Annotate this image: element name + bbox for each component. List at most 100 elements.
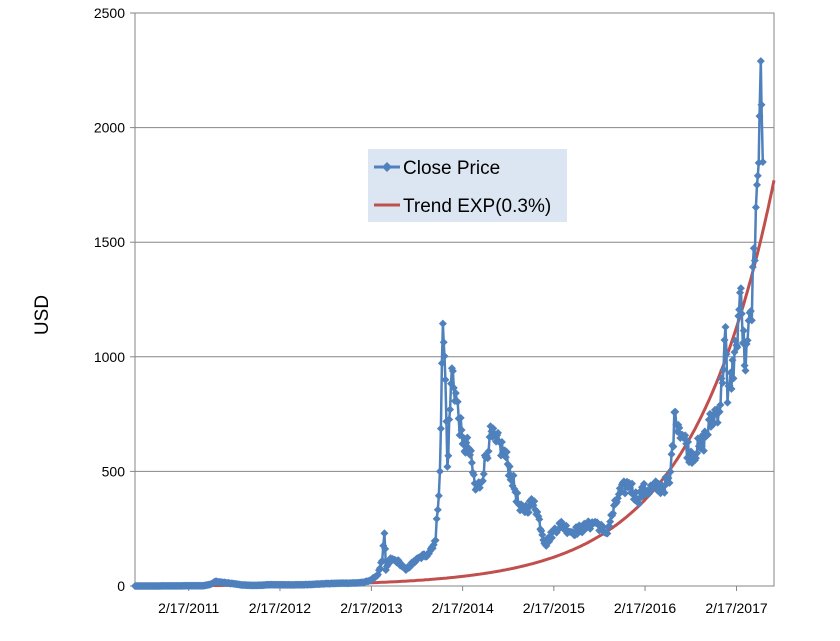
x-tick-label: 2/17/2014	[431, 600, 493, 616]
close-price-point	[719, 365, 728, 374]
y-axis-title: USD	[32, 295, 53, 335]
y-tick-label: 0	[117, 578, 125, 594]
close-price-point	[757, 100, 766, 109]
close-price-point	[437, 359, 446, 368]
close-price-point	[380, 529, 389, 538]
x-tick-label: 2/17/2015	[523, 600, 585, 616]
close-price-point	[524, 508, 533, 517]
close-price-point	[448, 367, 457, 375]
close-price-point	[443, 462, 452, 471]
close-price-point	[675, 423, 684, 432]
close-price-point	[729, 374, 738, 383]
close-price-point	[446, 405, 455, 414]
close-price-point	[530, 497, 539, 506]
close-price-point	[501, 453, 510, 462]
close-price-point	[628, 479, 636, 488]
close-price-point	[494, 428, 502, 437]
close-price-point	[606, 517, 615, 526]
close-price-point	[621, 489, 629, 498]
close-price-point	[376, 564, 384, 573]
close-price-point	[538, 530, 547, 539]
close-price-point	[716, 400, 725, 409]
close-price-point	[746, 307, 755, 315]
close-price-point	[603, 529, 612, 538]
close-price-point	[665, 478, 674, 487]
close-price-point	[513, 489, 522, 497]
close-price-point	[721, 323, 730, 331]
close-price-point	[727, 384, 736, 393]
close-price-point	[726, 368, 735, 377]
close-price-point	[440, 352, 449, 361]
close-price-point	[720, 336, 729, 344]
close-price-point	[445, 415, 454, 424]
close-price-point	[660, 488, 669, 497]
x-tick-label: 2/17/2012	[249, 600, 311, 616]
close-price-point	[737, 309, 746, 318]
close-price-point	[699, 446, 708, 455]
x-tick-label: 2/17/2013	[340, 600, 402, 616]
close-price-point	[469, 470, 478, 479]
close-price-point	[547, 533, 556, 542]
close-price-point	[722, 350, 731, 359]
close-price-point	[457, 426, 466, 434]
close-price-point	[749, 244, 758, 253]
y-tick-label: 1500	[94, 234, 125, 250]
close-price-point	[640, 479, 648, 488]
y-tick-label: 2500	[94, 5, 125, 21]
close-price-point	[756, 57, 765, 66]
close-price-point	[467, 458, 476, 467]
close-price-point	[747, 316, 756, 325]
close-price-point	[743, 336, 752, 345]
close-price-point	[684, 437, 693, 446]
close-price-point	[758, 158, 767, 166]
close-price-point	[497, 438, 506, 446]
close-price-point	[444, 451, 453, 460]
legend-close-price-label: Close Price	[403, 158, 500, 179]
close-price-point	[378, 556, 387, 565]
close-price-point	[755, 112, 764, 121]
close-price-point	[441, 375, 450, 384]
close-price-point	[433, 505, 442, 514]
x-tick-label: 2/17/2016	[614, 600, 676, 616]
legend-close-price-marker	[382, 162, 392, 172]
legend: Close Price Trend EXP(0.3%)	[368, 149, 567, 222]
close-price-point	[467, 446, 475, 455]
close-price-point	[753, 180, 761, 189]
close-price-point	[723, 398, 732, 407]
close-price-point	[669, 442, 678, 451]
tick-labels: 0 500 1000 1500 2000 2500 2/17/2011 2/17/2012 2/…	[94, 5, 768, 616]
close-price-point	[463, 433, 472, 442]
y-tick-label: 1000	[94, 349, 125, 365]
close-price-point	[750, 256, 759, 265]
close-price-point	[703, 430, 712, 439]
close-price-point	[736, 284, 745, 293]
close-price-point	[451, 389, 460, 398]
plot-area-border	[134, 12, 775, 587]
close-price-point	[715, 407, 724, 416]
y-tick-label: 2000	[94, 120, 125, 136]
close-price-point	[484, 447, 493, 456]
close-price-point	[453, 397, 462, 406]
close-price-point	[432, 514, 441, 523]
legend-background	[368, 149, 567, 222]
close-price-point	[692, 449, 701, 458]
close-price-point	[431, 536, 440, 545]
close-price-point	[667, 450, 676, 459]
close-price-point	[483, 454, 492, 463]
axes	[130, 12, 775, 591]
close-price-point	[502, 448, 511, 456]
close-price-point	[535, 515, 544, 524]
close-price-point	[741, 366, 750, 375]
close-price-point	[718, 379, 727, 387]
close-price-point	[740, 361, 749, 370]
close-price-point	[666, 467, 675, 476]
legend-trend-label: Trend EXP(0.3%)	[403, 196, 551, 217]
close-price-point	[456, 413, 465, 422]
close-price-point	[609, 509, 617, 518]
close-price-point	[509, 471, 518, 480]
close-price-point	[439, 338, 448, 347]
close-price-line	[134, 59, 765, 588]
close-price-point	[479, 470, 488, 478]
